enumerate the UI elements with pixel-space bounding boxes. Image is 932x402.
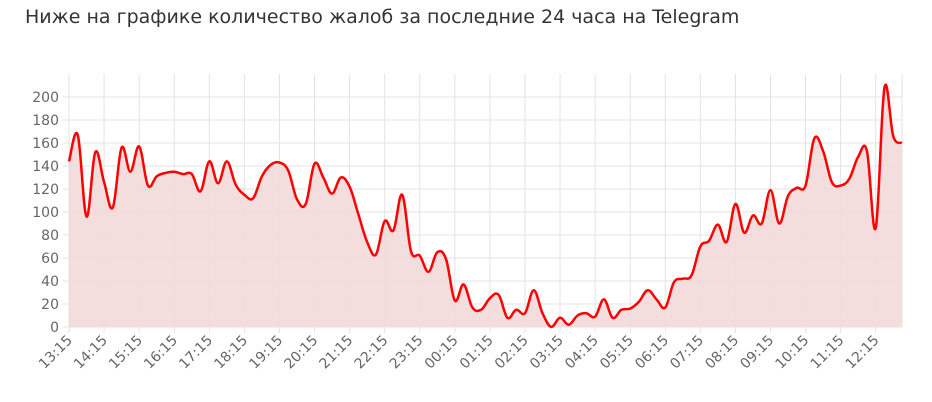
x-tick-label: 23:15 — [387, 333, 427, 373]
y-tick-label: 100 — [32, 205, 59, 221]
series-area-fill — [69, 84, 902, 327]
x-tick-label: 15:15 — [106, 333, 146, 373]
y-tick-label: 120 — [32, 182, 59, 198]
y-tick-label: 160 — [32, 136, 59, 152]
series-line — [67, 83, 903, 329]
x-tick-label: 09:15 — [737, 333, 777, 373]
x-tick-label: 19:15 — [246, 333, 286, 373]
x-tick-label: 00:15 — [422, 333, 462, 373]
x-tick-label: 04:15 — [562, 333, 602, 373]
x-tick-label: 07:15 — [667, 333, 707, 373]
y-tick-label: 140 — [32, 159, 59, 175]
chart-title: Ниже на графике количество жалоб за посл… — [25, 6, 740, 28]
y-tick-label: 0 — [50, 320, 59, 336]
y-tick-label: 80 — [41, 228, 59, 244]
x-tick-label: 01:15 — [457, 333, 497, 373]
x-tick-label: 03:15 — [527, 333, 567, 373]
y-axis: 0 20 40 60 80 100 120 140 160 180 200 — [32, 90, 59, 336]
x-tick-label: 22:15 — [352, 333, 392, 373]
x-tick-label: 08:15 — [702, 333, 742, 373]
x-axis: 13:1514:1515:1516:1517:1518:1519:1520:15… — [36, 333, 883, 373]
y-tick-label: 40 — [41, 274, 59, 290]
x-tick-label: 05:15 — [597, 333, 637, 373]
x-tick-label: 14:15 — [71, 333, 111, 373]
x-tick-label: 11:15 — [808, 333, 848, 373]
x-tick-label: 06:15 — [632, 333, 672, 373]
x-tick-label: 13:15 — [36, 333, 76, 373]
y-tick-label: 60 — [41, 251, 59, 267]
y-tick-label: 180 — [32, 113, 59, 129]
x-tick-label: 10:15 — [773, 333, 813, 373]
x-tick-label: 17:15 — [176, 333, 216, 373]
x-tick-label: 21:15 — [317, 333, 357, 373]
y-tick-label: 200 — [32, 90, 59, 106]
x-tick-label: 18:15 — [211, 333, 251, 373]
x-tick-label: 02:15 — [492, 333, 532, 373]
x-tick-label: 20:15 — [281, 333, 321, 373]
x-tick-label: 16:15 — [141, 333, 181, 373]
y-tick-label: 20 — [41, 297, 59, 313]
x-tick-label: 12:15 — [843, 333, 883, 373]
